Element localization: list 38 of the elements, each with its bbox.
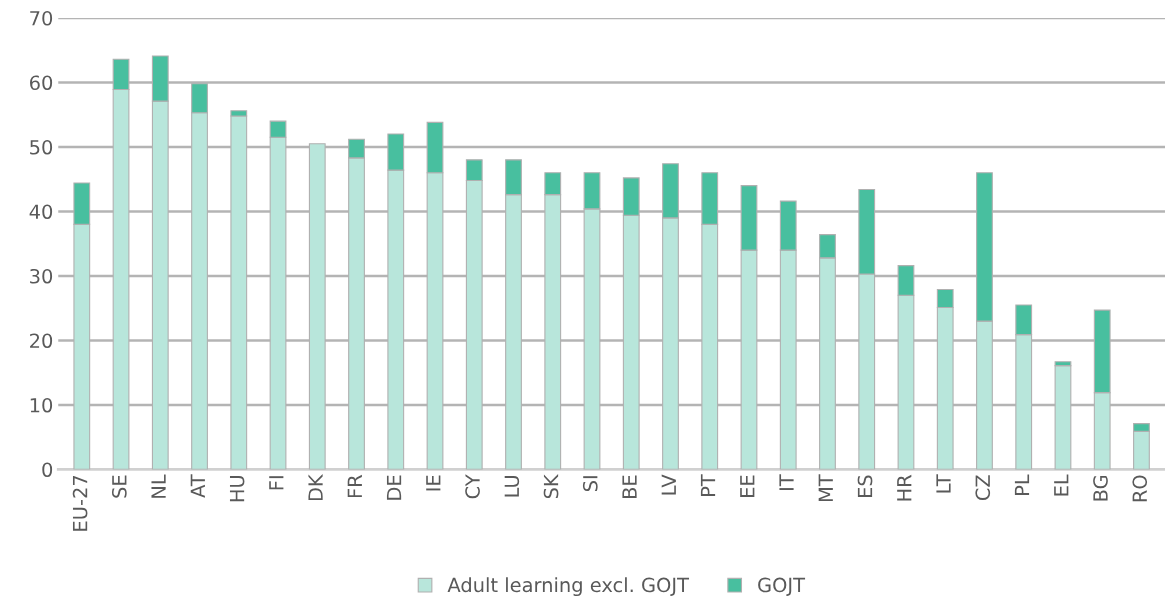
y-tick-label: 70 bbox=[30, 10, 53, 26]
x-tick-label: EE bbox=[740, 475, 755, 497]
x-tick-label: PL bbox=[1014, 474, 1030, 495]
x-tick-label: DK bbox=[308, 473, 323, 501]
x-tick-label: CZ bbox=[975, 475, 991, 501]
x-tick-label: PT bbox=[700, 474, 716, 496]
x-tick-label: IE bbox=[426, 475, 441, 491]
x-tick-label: NL bbox=[151, 474, 166, 498]
x-tick-label: AT bbox=[190, 474, 205, 498]
x-tick-label: HU bbox=[229, 475, 245, 502]
x-tick-label: FR bbox=[347, 474, 362, 498]
x-tick-label: LT bbox=[936, 474, 951, 493]
y-tick-label: 30 bbox=[30, 268, 53, 284]
y-tick-label: 0 bbox=[42, 462, 53, 478]
x-tick-label: ES bbox=[857, 475, 873, 498]
x-tick-label: BG bbox=[1093, 475, 1108, 501]
y-tick-label: 20 bbox=[30, 333, 53, 349]
y-tick-label: 40 bbox=[29, 204, 53, 220]
legend-label: Adult learning excl. GOJT bbox=[447, 577, 690, 597]
x-tick-label: FI bbox=[269, 476, 284, 490]
y-tick-label: 10 bbox=[30, 397, 53, 413]
x-tick-label: IT bbox=[779, 474, 794, 490]
x-tick-label: HR bbox=[897, 474, 912, 501]
x-tick-label: RO bbox=[1132, 475, 1148, 502]
x-tick-label: MT bbox=[818, 474, 833, 502]
x-tick-label: LU bbox=[504, 475, 520, 497]
x-tick-label: EL bbox=[1054, 474, 1069, 496]
legend-label: GOJT bbox=[758, 577, 806, 596]
x-tick-label: LV bbox=[661, 474, 676, 495]
x-tick-label: DE bbox=[386, 475, 402, 500]
x-tick-label: SK bbox=[543, 473, 559, 499]
x-tick-label: CY bbox=[465, 474, 480, 499]
x-tick-label: EU-27 bbox=[72, 475, 88, 531]
x-tick-label: BE bbox=[622, 475, 637, 499]
y-tick-label: 50 bbox=[30, 139, 53, 155]
x-tick-label: SI bbox=[582, 476, 598, 492]
x-tick-label: SE bbox=[111, 475, 127, 498]
y-tick-label: 60 bbox=[30, 75, 53, 91]
